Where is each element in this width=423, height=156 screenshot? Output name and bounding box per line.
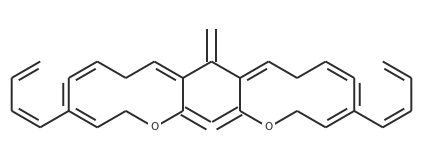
Text: O: O bbox=[150, 122, 159, 132]
Text: O: O bbox=[264, 122, 273, 132]
